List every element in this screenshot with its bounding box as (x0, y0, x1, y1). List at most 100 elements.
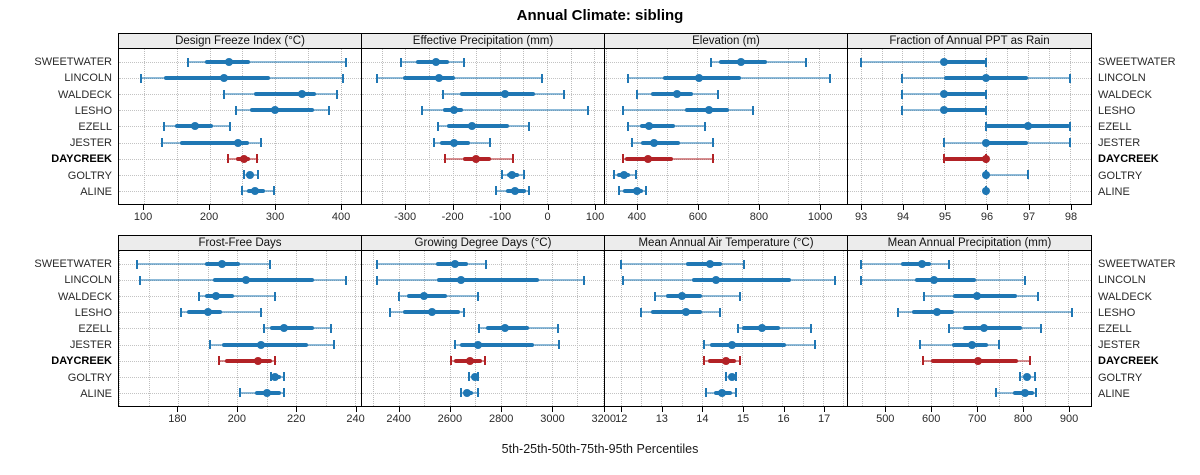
median-dot (501, 90, 510, 99)
tick-label: 94 (896, 211, 910, 223)
percentile-row-sweetwater (605, 256, 847, 272)
whisker-5-95 (136, 263, 270, 266)
median-dot (435, 74, 444, 83)
percentile-row-jester (848, 135, 1091, 151)
h-gridline (362, 392, 604, 394)
site-label-left: LESHO (74, 104, 112, 117)
tick-label: 100 (585, 211, 605, 223)
percentile-row-ezell (362, 320, 604, 336)
h-gridline (848, 392, 1091, 394)
panel-title: Elevation (m) (692, 35, 760, 47)
tick-label: 100 (133, 211, 153, 223)
median-dot (432, 58, 441, 67)
whisker-cap-95th (562, 89, 565, 99)
median-dot (271, 372, 280, 381)
percentile-row-lincoln (848, 272, 1091, 288)
panel-band-top (118, 49, 1092, 205)
whisker-5-95 (377, 77, 543, 80)
box-25-75 (944, 156, 987, 161)
box-25-75 (403, 76, 456, 81)
percentile-row-lesho (605, 102, 847, 118)
median-dot (280, 324, 289, 333)
median-dot (470, 372, 479, 381)
median-dot (673, 90, 682, 99)
tick-mark (621, 407, 623, 412)
whisker-cap-95th (476, 388, 479, 398)
tick-label: 17 (818, 413, 831, 425)
percentile-row-lesho (848, 102, 1091, 118)
tick-label: 97 (1022, 211, 1036, 223)
median-dot (449, 138, 458, 147)
median-dot (940, 106, 949, 115)
box-25-75 (986, 140, 1029, 145)
percentile-row-lincoln (119, 70, 361, 86)
box-25-75 (250, 108, 315, 113)
tick-label: 0 (544, 211, 551, 223)
median-dot (933, 308, 942, 317)
tick-label: 98 (1064, 211, 1078, 223)
percentile-row-jester (605, 337, 847, 353)
percentile-row-waldeck (848, 86, 1091, 102)
tick-label: 600 (922, 413, 941, 425)
percentile-row-waldeck (119, 288, 361, 304)
h-gridline (848, 174, 1091, 176)
whisker-cap-95th (541, 73, 544, 83)
tick-label: 600 (688, 211, 708, 223)
whisker-5-95 (860, 61, 987, 64)
tick-mark (1069, 407, 1071, 412)
site-label-right: LINCOLN (1098, 72, 1146, 85)
box-25-75 (707, 358, 737, 363)
h-gridline (848, 190, 1091, 192)
percentile-row-sweetwater (848, 256, 1091, 272)
axis-cell: 180 200 220 240 (118, 407, 365, 433)
whisker-cap-5th (620, 259, 623, 269)
h-gridline (362, 312, 604, 314)
whisker-cap-95th (483, 356, 486, 366)
tick-label: 95 (938, 211, 952, 223)
whisker-cap-5th (139, 73, 142, 83)
panel-1 (362, 49, 605, 204)
whisker-cap-95th (1027, 170, 1030, 180)
tick-label: 200 (199, 211, 219, 223)
percentile-row-daycreek (848, 353, 1091, 369)
box-25-75 (901, 262, 931, 267)
tick-label: 800 (1013, 413, 1033, 425)
whisker-cap-95th (743, 259, 746, 269)
median-dot (219, 74, 228, 83)
whisker-cap-95th (1069, 73, 1072, 83)
axis-band-top: 100 200 300 400 -300 -200 -100 0 100 400 600 800 100… (118, 205, 1092, 231)
box-25-75 (446, 124, 509, 129)
median-dot (982, 170, 991, 179)
percentile-row-goltry (362, 167, 604, 183)
percentile-row-jester (119, 135, 361, 151)
tick-mark (547, 205, 549, 210)
whisker-cap-95th (272, 186, 275, 196)
percentile-row-lesho (848, 304, 1091, 320)
whisker-cap-5th (222, 89, 225, 99)
tick-mark (783, 407, 785, 412)
median-dot (420, 292, 429, 301)
median-dot (510, 186, 519, 195)
median-dot (940, 58, 949, 67)
box-25-75 (460, 342, 534, 347)
tick-mark (449, 407, 451, 412)
percentile-row-sweetwater (848, 54, 1091, 70)
percentile-row-goltry (605, 167, 847, 183)
rows-area (605, 256, 847, 401)
tick-mark (903, 205, 905, 210)
box-25-75 (179, 140, 249, 145)
panel-header: Frost-Free Days (119, 236, 362, 250)
h-gridline (362, 62, 604, 64)
tick-label: 1000 (807, 211, 833, 223)
percentile-row-aline (362, 385, 604, 401)
tick-label: 200 (227, 413, 246, 425)
whisker-cap-5th (160, 138, 163, 148)
rows-area (362, 256, 604, 401)
tick-label: -200 (441, 211, 464, 223)
median-dot (973, 356, 982, 365)
whisker-cap-95th (462, 307, 465, 317)
whisker-cap-5th (901, 89, 904, 99)
median-dot (251, 186, 260, 195)
whisker-cap-95th (833, 275, 836, 285)
whisker-cap-5th (376, 73, 379, 83)
